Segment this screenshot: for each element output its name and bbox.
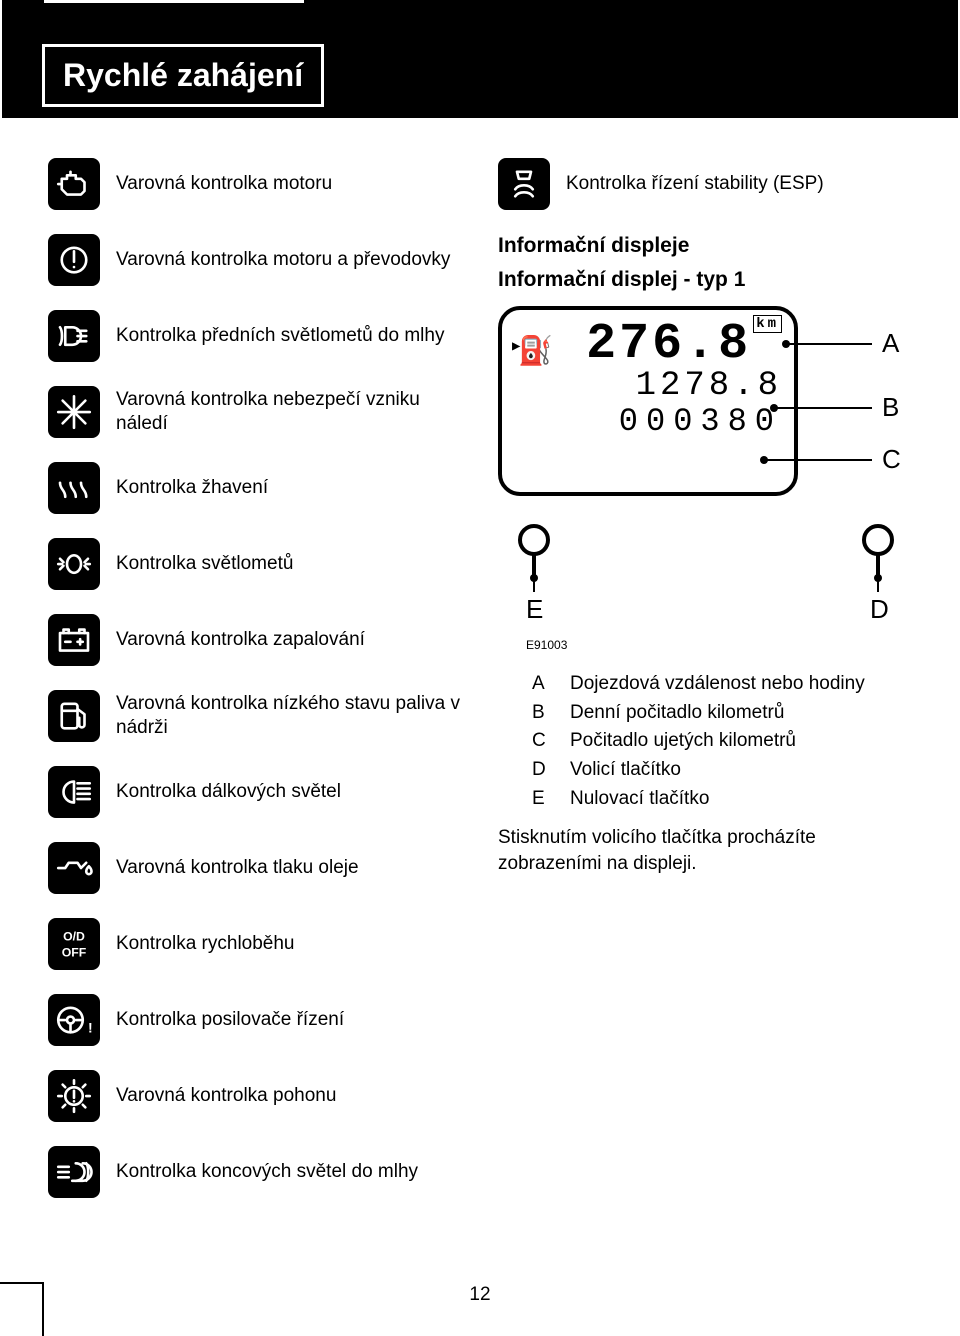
headlamp-icon: [48, 538, 100, 590]
od-off-icon: O/DOFF: [48, 918, 100, 970]
label-b: B: [882, 392, 899, 423]
reset-button: [518, 524, 550, 556]
legend-key: B: [532, 701, 552, 726]
esp-icon: [498, 158, 550, 210]
indicator-label: Kontrolka žhavení: [116, 476, 268, 500]
snowflake-icon: [48, 386, 100, 438]
indicator-row: Varovná kontrolka pohonu: [48, 1070, 462, 1122]
legend-key: C: [532, 729, 552, 754]
left-column: Varovná kontrolka motoru Varovná kontrolk…: [48, 158, 462, 1222]
indicator-label: Varovná kontrolka tlaku oleje: [116, 856, 359, 880]
indicator-row: Kontrolka dálkových světel: [48, 766, 462, 818]
legend-row: D Volicí tlačítko: [532, 758, 912, 783]
indicator-row: Kontrolka světlometů: [48, 538, 462, 590]
exclaim-circle-icon: [48, 234, 100, 286]
lcd-line3: 000380: [514, 403, 782, 440]
indicator-label: Kontrolka řízení stability (ESP): [566, 172, 824, 196]
fog-front-icon: [48, 310, 100, 362]
indicator-row: O/DOFF Kontrolka rychloběhu: [48, 918, 462, 970]
indicator-label: Kontrolka koncových světel do mlhy: [116, 1160, 418, 1184]
legend-row: A Dojezdová vzdálenost nebo hodiny: [532, 672, 912, 697]
legend-key: D: [532, 758, 552, 783]
indicator-row: Varovná kontrolka nebezpečí vzniku náled…: [48, 386, 462, 438]
indicator-row: Varovná kontrolka motoru: [48, 158, 462, 210]
corner-frame: [0, 1282, 44, 1336]
fog-rear-icon: [48, 1146, 100, 1198]
indicator-row: Kontrolka řízení stability (ESP): [498, 158, 912, 210]
legend-key: A: [532, 672, 552, 697]
indicator-row: ! Kontrolka posilovače řízení: [48, 994, 462, 1046]
section-title: Informační displeje: [498, 234, 912, 258]
note-text: Stisknutím volicího tlačítka procházíte …: [498, 825, 912, 876]
legend-value: Volicí tlačítko: [570, 758, 912, 783]
legend-value: Denní počitadlo kilometrů: [570, 701, 912, 726]
legend-row: E Nulovací tlačítko: [532, 787, 912, 812]
indicator-label: Varovná kontrolka nízkého stavu paliva v…: [116, 692, 462, 740]
diagram-id: E91003: [526, 638, 912, 652]
label-e: E: [526, 594, 543, 625]
lcd-line1: 276.8: [586, 316, 751, 373]
indicator-row: Varovná kontrolka motoru a převodovky: [48, 234, 462, 286]
label-d: D: [870, 594, 889, 625]
lcd-screen: ▶ ⛽ 276.8km 1278.8 000380: [498, 306, 798, 496]
legend-key: E: [532, 787, 552, 812]
select-button: [862, 524, 894, 556]
page-title: Rychlé zahájení: [63, 57, 303, 93]
indicator-label: Varovná kontrolka pohonu: [116, 1084, 336, 1108]
legend-row: C Počitadlo ujetých kilometrů: [532, 729, 912, 754]
indicator-label: Varovná kontrolka motoru: [116, 172, 332, 196]
battery-icon: [48, 614, 100, 666]
indicator-label: Kontrolka předních světlometů do mlhy: [116, 324, 444, 348]
indicator-row: Kontrolka žhavení: [48, 462, 462, 514]
svg-text:!: !: [88, 1019, 93, 1035]
title-frame: Rychlé zahájení: [42, 44, 324, 107]
lcd-unit: km: [753, 315, 782, 333]
legend-list: A Dojezdová vzdálenost nebo hodiny B Denní …: [498, 672, 912, 811]
indicator-label: Kontrolka dálkových světel: [116, 780, 341, 804]
page-number: 12: [0, 1284, 960, 1306]
label-c: C: [882, 444, 901, 475]
indicator-label: Varovná kontrolka motoru a převodovky: [116, 248, 450, 272]
indicator-label: Varovná kontrolka nebezpečí vzniku náled…: [116, 388, 462, 436]
indicator-row: Varovná kontrolka nízkého stavu paliva v…: [48, 690, 462, 742]
engine-icon: [48, 158, 100, 210]
display-diagram: ▶ ⛽ 276.8km 1278.8 000380 A B C E: [498, 306, 908, 626]
indicator-row: Varovná kontrolka zapalování: [48, 614, 462, 666]
right-column: Kontrolka řízení stability (ESP) Informa…: [498, 158, 912, 1222]
header-bar: Rychlé zahájení: [2, 0, 958, 118]
indicator-label: Varovná kontrolka zapalování: [116, 628, 365, 652]
svg-text:O/D: O/D: [63, 930, 85, 944]
legend-value: Nulovací tlačítko: [570, 787, 912, 812]
indicator-label: Kontrolka posilovače řízení: [116, 1008, 344, 1032]
oil-icon: [48, 842, 100, 894]
legend-value: Dojezdová vzdálenost nebo hodiny: [570, 672, 912, 697]
indicator-row: Kontrolka předních světlometů do mlhy: [48, 310, 462, 362]
legend-row: B Denní počitadlo kilometrů: [532, 701, 912, 726]
label-a: A: [882, 328, 899, 359]
glow-icon: [48, 462, 100, 514]
section-subtitle: Informační displej - typ 1: [498, 268, 912, 292]
indicator-row: Kontrolka koncových světel do mlhy: [48, 1146, 462, 1198]
indicator-label: Kontrolka rychloběhu: [116, 932, 295, 956]
indicator-label: Kontrolka světlometů: [116, 552, 293, 576]
steering-icon: !: [48, 994, 100, 1046]
content-grid: Varovná kontrolka motoru Varovná kontrolk…: [0, 118, 960, 1222]
legend-value: Počitadlo ujetých kilometrů: [570, 729, 912, 754]
highbeam-icon: [48, 766, 100, 818]
fuel-icon: [48, 690, 100, 742]
right-first-item: Kontrolka řízení stability (ESP): [498, 158, 912, 210]
svg-text:OFF: OFF: [62, 945, 87, 959]
indicator-row: Varovná kontrolka tlaku oleje: [48, 842, 462, 894]
gear-exclaim-icon: [48, 1070, 100, 1122]
